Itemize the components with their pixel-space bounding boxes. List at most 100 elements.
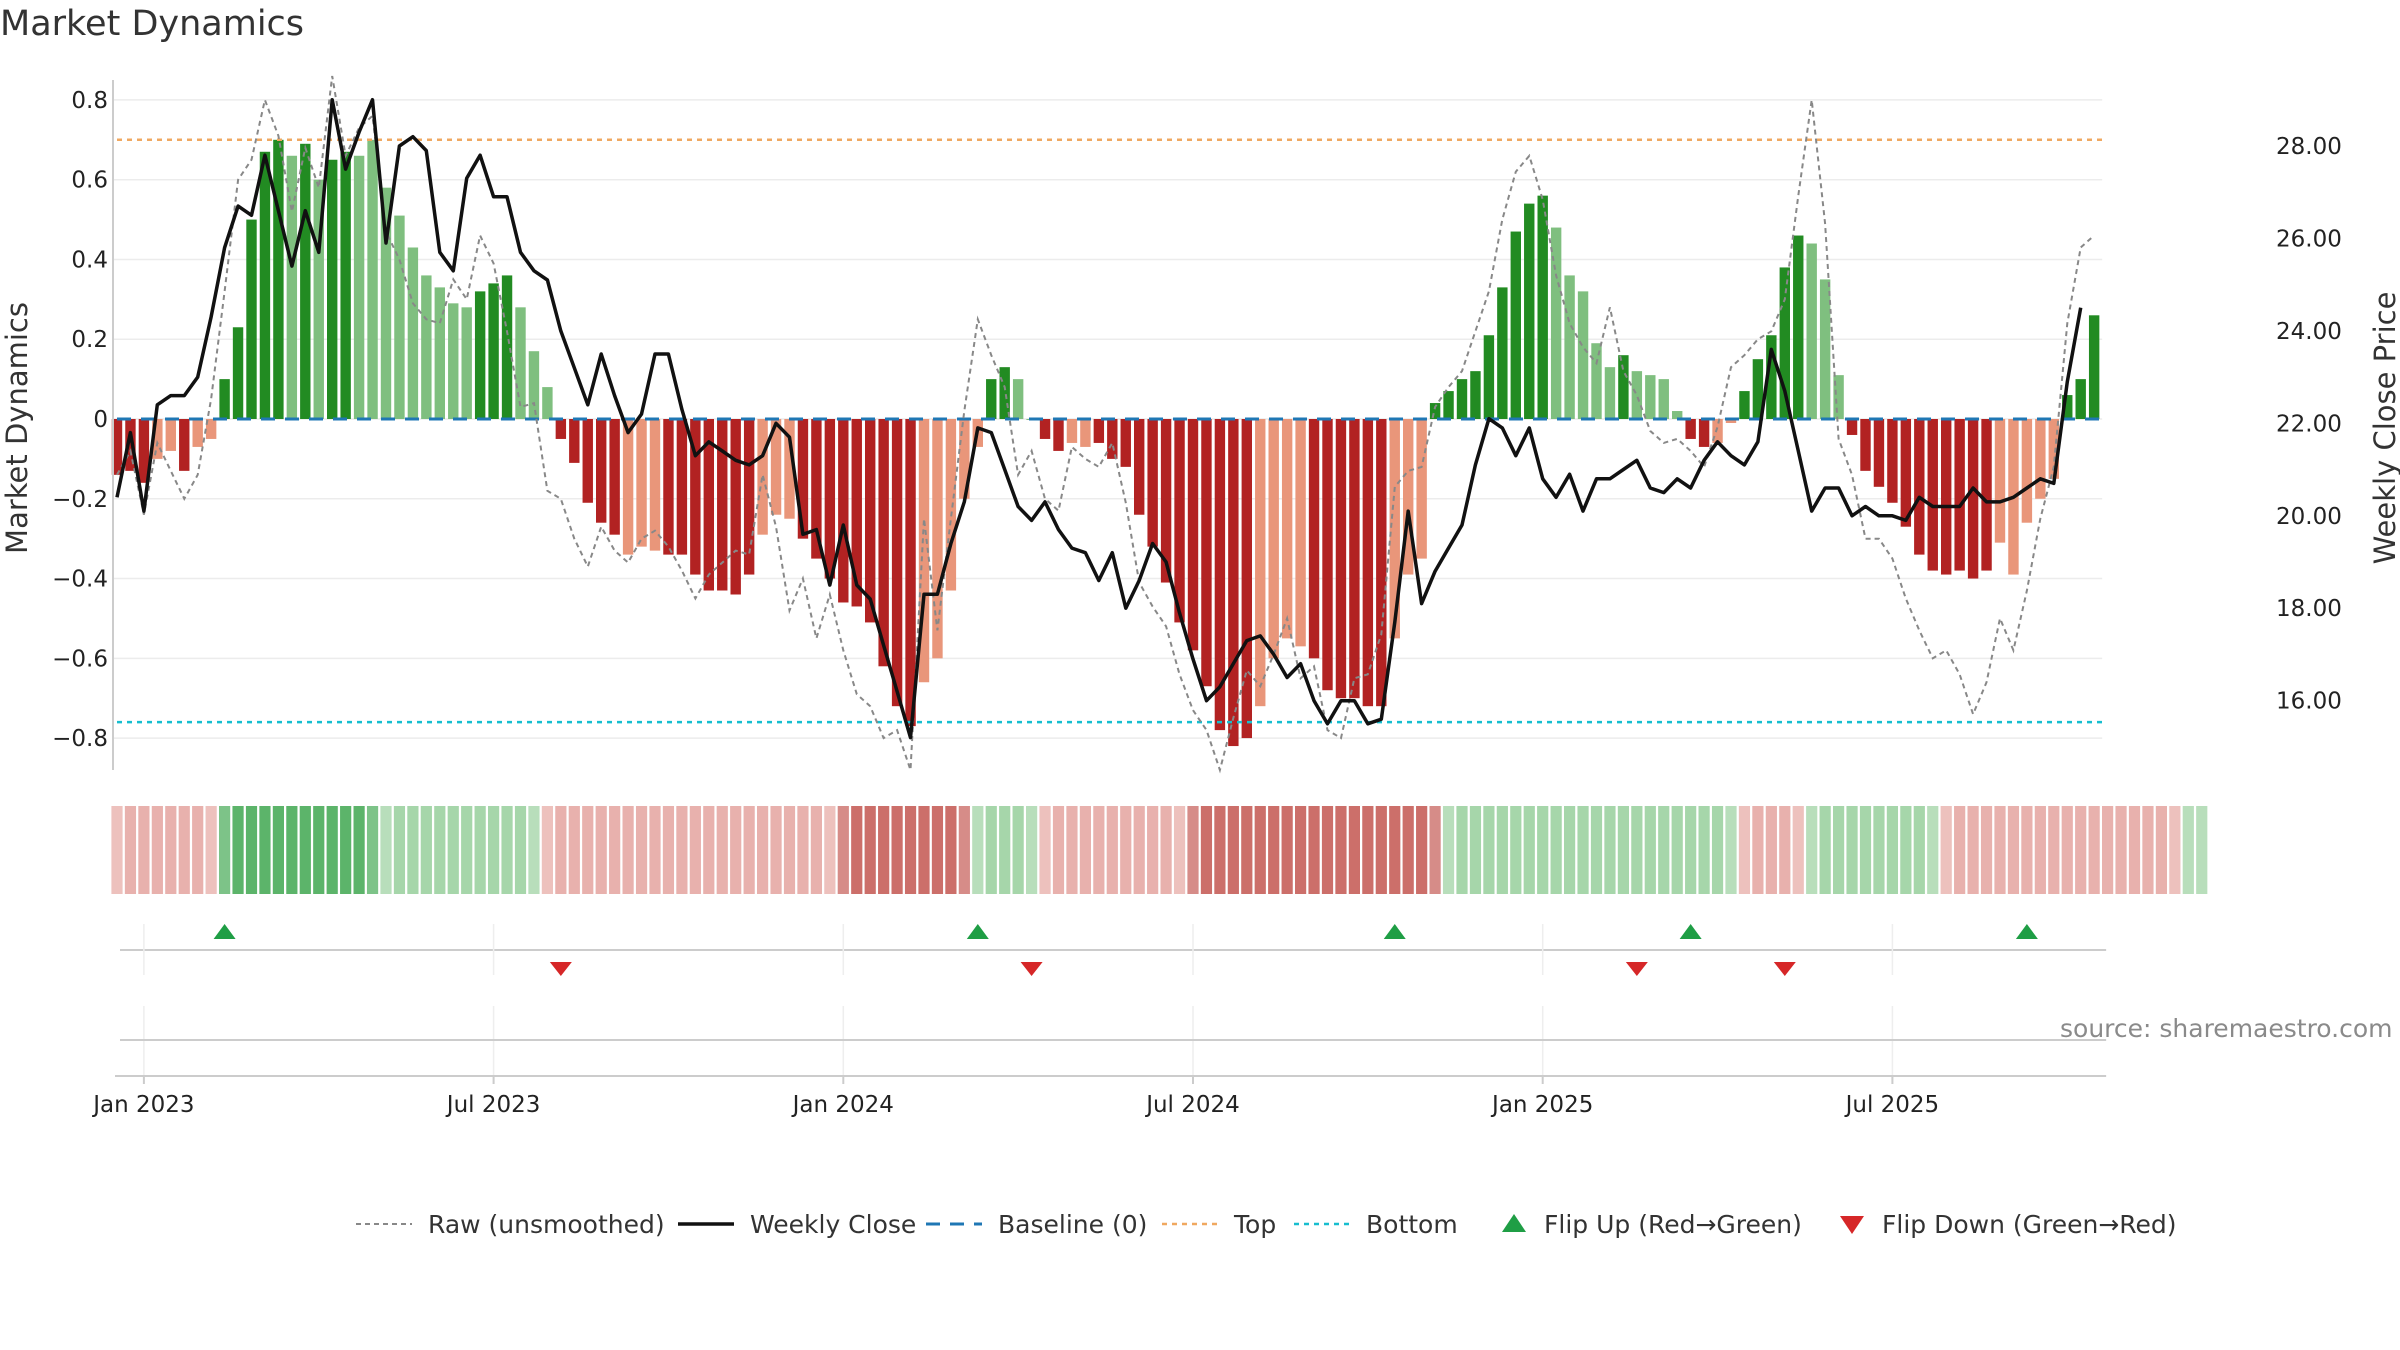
band-cell-53 <box>824 806 836 894</box>
bar-112 <box>1618 355 1629 420</box>
bar-136 <box>1941 419 1952 575</box>
band-cell-86 <box>1268 806 1280 894</box>
bar-142 <box>2021 419 2033 523</box>
bar-15 <box>313 179 324 420</box>
band-cell-22 <box>407 806 419 894</box>
band-cell-133 <box>1900 806 1912 894</box>
bar-71 <box>1066 419 1078 443</box>
bar-53 <box>824 419 836 579</box>
band-cell-146 <box>2075 806 2087 894</box>
bar-11 <box>259 151 271 420</box>
bar-45 <box>717 419 728 591</box>
bar-5 <box>179 419 190 471</box>
flip-up-marker-1 <box>966 924 989 939</box>
band-cell-124 <box>1779 806 1791 894</box>
bar-105 <box>1524 203 1535 420</box>
bar-3 <box>152 419 163 459</box>
legend-swatch-flip-down <box>1840 1216 1864 1234</box>
band-cell-76 <box>1133 806 1145 894</box>
band-cell-134 <box>1913 806 1925 894</box>
bar-87 <box>1281 419 1293 639</box>
bar-13 <box>286 155 298 420</box>
band-cell-45 <box>716 806 728 894</box>
band-cell-49 <box>770 806 782 894</box>
band-cell-127 <box>1819 806 1831 894</box>
bar-144 <box>2048 419 2059 479</box>
band-cell-82 <box>1214 806 1226 894</box>
bar-34 <box>569 419 580 463</box>
band-cell-112 <box>1617 806 1629 894</box>
legend-label-6: Flip Down (Green→Red) <box>1882 1210 2177 1239</box>
bar-60 <box>918 419 930 683</box>
band-cell-92 <box>1348 806 1360 894</box>
band-cell-38 <box>622 806 634 894</box>
flip-up-marker-3 <box>1679 924 1702 939</box>
bar-103 <box>1497 287 1508 420</box>
band-cell-36 <box>595 806 607 894</box>
band-cell-84 <box>1241 806 1253 894</box>
bar-69 <box>1039 419 1051 439</box>
band-cell-37 <box>609 806 621 894</box>
lower-empty-panel <box>115 1006 2107 1077</box>
bar-121 <box>1739 391 1750 420</box>
bar-37 <box>609 419 620 535</box>
band-cell-115 <box>1658 806 1670 894</box>
band-cell-120 <box>1725 806 1737 894</box>
band-cell-93 <box>1362 806 1374 894</box>
band-cell-98 <box>1429 806 1441 894</box>
band-cell-57 <box>878 806 890 894</box>
axes: 0.8 0.6 0.4 0.2 0 −0.2 −0.4 −0.6 −0.8 28.00 26.00 2… <box>0 80 2400 1118</box>
bar-19 <box>367 139 378 420</box>
band-cell-31 <box>528 806 540 894</box>
bar-27 <box>474 291 486 420</box>
price-line <box>115 97 2083 740</box>
bar-138 <box>1967 419 1979 579</box>
band-cell-102 <box>1483 806 1495 894</box>
band-cell-122 <box>1752 806 1764 894</box>
band-cell-121 <box>1738 806 1751 894</box>
bar-35 <box>582 419 593 503</box>
flip-down-marker-0 <box>549 962 572 976</box>
bar-122 <box>1752 359 1764 420</box>
band-cell-114 <box>1644 806 1656 894</box>
band-cell-143 <box>2034 806 2046 894</box>
band-cell-87 <box>1281 806 1293 894</box>
bar-61 <box>932 419 943 659</box>
bar-77 <box>1147 419 1158 547</box>
y-right-tick-2: 24.00 <box>2276 319 2342 345</box>
bar-78 <box>1160 419 1172 583</box>
page-title: Market Dynamics <box>0 4 305 44</box>
band-cell-42 <box>676 806 688 894</box>
legend-label-1: Weekly Close <box>750 1210 916 1239</box>
band-cell-139 <box>1980 806 1993 894</box>
band-cell-130 <box>1859 806 1872 894</box>
band-cell-0 <box>111 806 123 894</box>
bar-18 <box>353 155 365 420</box>
bar-110 <box>1591 343 1602 420</box>
bar-50 <box>784 419 795 519</box>
bar-38 <box>622 419 634 555</box>
bar-47 <box>743 419 755 575</box>
band-cell-48 <box>757 806 769 894</box>
y-left-tick-1: 0.6 <box>71 168 108 194</box>
bar-29 <box>501 275 513 420</box>
bar-7 <box>205 419 217 439</box>
bar-120 <box>1725 419 1737 423</box>
band-cell-85 <box>1254 806 1266 894</box>
reference-lines <box>117 138 2103 724</box>
dynamics-bars <box>111 139 2100 747</box>
band-cell-35 <box>582 806 594 894</box>
band-cell-52 <box>810 806 822 894</box>
band-cell-95 <box>1389 806 1401 894</box>
bar-90 <box>1322 419 1333 691</box>
band-cell-74 <box>1106 806 1118 894</box>
bar-118 <box>1698 419 1710 447</box>
bar-17 <box>340 151 351 420</box>
band-cell-44 <box>703 806 715 894</box>
bar-74 <box>1107 419 1118 459</box>
bar-125 <box>1793 235 1804 420</box>
bar-49 <box>770 419 782 515</box>
bar-113 <box>1631 371 1643 420</box>
bar-6 <box>192 419 203 447</box>
